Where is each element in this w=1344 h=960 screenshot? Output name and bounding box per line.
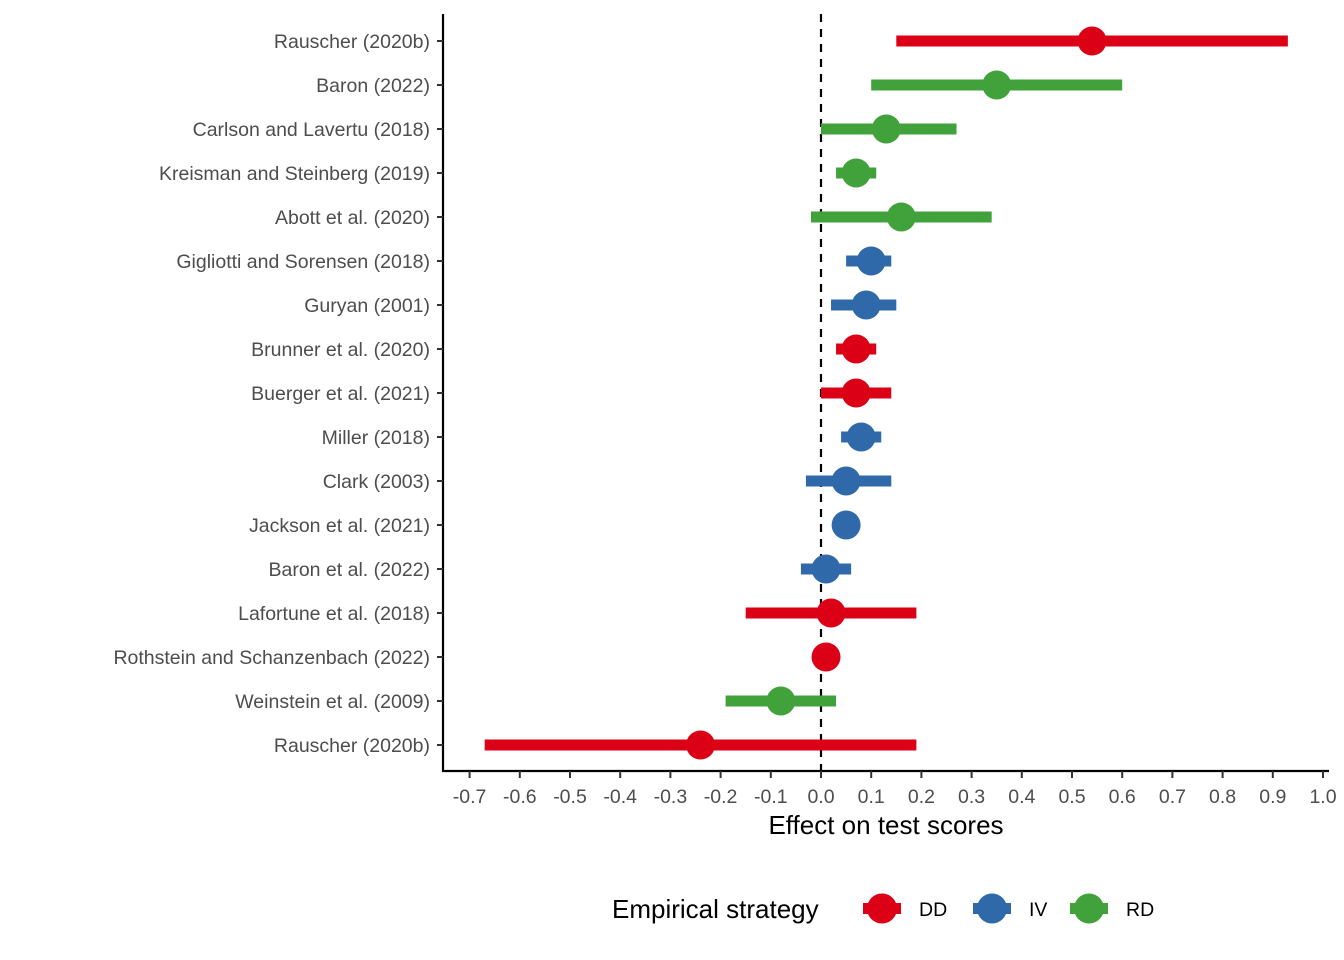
legend: Empirical strategy DD IV RD (612, 893, 1154, 924)
study-row (836, 158, 877, 188)
y-tick-label: Clark (2003) (323, 471, 430, 493)
x-tick-label: -0.1 (754, 786, 788, 808)
point-estimate (841, 158, 871, 188)
study-row (896, 26, 1288, 56)
point-estimate (811, 554, 841, 584)
y-tick-label: Abott et al. (2020) (275, 207, 430, 229)
study-row (836, 334, 877, 364)
legend-item-dd: DD (863, 893, 947, 924)
study-row (871, 70, 1123, 100)
point-estimate (871, 114, 901, 144)
x-tick-label: -0.5 (553, 786, 587, 808)
x-tick-label: 0.4 (1008, 786, 1035, 808)
point-estimate (816, 598, 846, 628)
study-row (841, 422, 882, 452)
x-tick-label: 0.3 (958, 786, 985, 808)
study-row (805, 466, 892, 496)
point-estimate (831, 510, 861, 540)
legend-title: Empirical strategy (612, 894, 819, 924)
y-tick-label: Weinstein et al. (2009) (235, 691, 430, 713)
point-estimate (851, 290, 881, 320)
x-tick-label: -0.3 (654, 786, 688, 808)
study-row (810, 202, 992, 232)
point-estimate (1077, 26, 1107, 56)
study-row (846, 246, 892, 276)
study-row (831, 290, 897, 320)
point-estimate (686, 730, 716, 760)
legend-label: IV (1029, 899, 1047, 921)
point-estimate (846, 422, 876, 452)
plot-marks (484, 14, 1288, 771)
y-tick-label: Rauscher (2020b) (274, 735, 430, 757)
x-tick-label: -0.6 (503, 786, 537, 808)
y-tick-label: Baron (2022) (316, 75, 430, 97)
point-estimate (766, 686, 796, 716)
study-row (725, 686, 837, 716)
study-row (484, 730, 917, 760)
y-tick-label: Rauscher (2020b) (274, 31, 430, 53)
study-row (821, 378, 892, 408)
y-tick-label: Guryan (2001) (304, 295, 430, 317)
x-tick-label: 0.1 (858, 786, 885, 808)
y-tick-label: Carlson and Lavertu (2018) (193, 119, 430, 141)
x-axis: -0.7 -0.6 -0.5 -0.4 -0.3 -0.2 -0.1 0.0 0.1 0.2 0.3… (453, 771, 1337, 808)
point-estimate (886, 202, 916, 232)
x-axis-title: Effect on test scores (768, 810, 1003, 840)
study-row (811, 642, 841, 672)
y-axis: Rauscher (2020b) Baron (2022) Carlson and … (113, 31, 443, 757)
point-estimate (811, 642, 841, 672)
study-row (831, 510, 861, 540)
x-tick-label: 0.2 (908, 786, 935, 808)
x-tick-label: -0.7 (453, 786, 487, 808)
x-tick-label: 0.0 (807, 786, 834, 808)
legend-key-dot-icon (1074, 893, 1104, 924)
x-tick-label: -0.2 (704, 786, 738, 808)
y-tick-label: Rothstein and Schanzenbach (2022) (113, 647, 430, 669)
legend-item-iv: IV (973, 893, 1047, 924)
legend-item-rd: RD (1070, 893, 1154, 924)
y-tick-label: Jackson et al. (2021) (249, 515, 430, 537)
y-tick-label: Gigliotti and Sorensen (2018) (176, 251, 430, 273)
point-estimate (856, 246, 886, 276)
point-estimate (831, 466, 861, 496)
point-estimate (841, 378, 871, 408)
x-tick-label: 0.5 (1058, 786, 1085, 808)
y-tick-label: Brunner et al. (2020) (251, 339, 430, 361)
point-estimate (841, 334, 871, 364)
x-tick-label: -0.4 (603, 786, 637, 808)
y-tick-label: Lafortune et al. (2018) (238, 603, 430, 625)
study-row (821, 114, 957, 144)
x-tick-label: 1.0 (1309, 786, 1336, 808)
x-tick-label: 0.6 (1109, 786, 1136, 808)
y-tick-label: Kreisman and Steinberg (2019) (159, 163, 430, 185)
legend-label: DD (919, 899, 947, 921)
legend-label: RD (1126, 899, 1154, 921)
legend-key-dot-icon (977, 893, 1007, 924)
point-estimate (982, 70, 1012, 100)
y-tick-label: Miller (2018) (322, 427, 430, 449)
x-tick-label: 0.7 (1159, 786, 1186, 808)
y-tick-label: Baron et al. (2022) (268, 559, 430, 581)
x-tick-label: 0.9 (1259, 786, 1286, 808)
study-row (800, 554, 852, 584)
x-tick-label: 0.8 (1209, 786, 1236, 808)
y-tick-label: Buerger et al. (2021) (251, 383, 430, 405)
legend-key-dot-icon (867, 893, 897, 924)
study-row (745, 598, 917, 628)
